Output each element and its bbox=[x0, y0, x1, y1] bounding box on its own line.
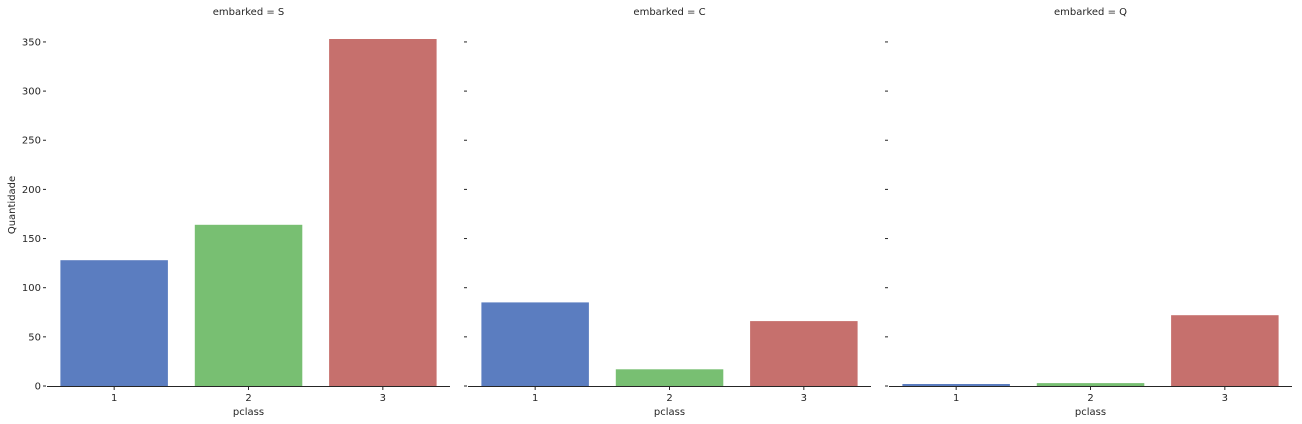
y-tick-label: 50 bbox=[28, 332, 41, 343]
bar-1 bbox=[902, 384, 1010, 386]
bar-3 bbox=[1171, 315, 1279, 386]
x-tick-label: 2 bbox=[666, 393, 672, 404]
x-axis-label: pclass bbox=[233, 407, 264, 418]
x-tick-label: 1 bbox=[953, 393, 959, 404]
x-tick-label: 1 bbox=[111, 393, 117, 404]
bar-2 bbox=[194, 224, 303, 386]
x-tick-label: 3 bbox=[801, 393, 807, 404]
bar-3 bbox=[750, 321, 858, 386]
y-tick-label: 300 bbox=[22, 87, 41, 98]
bar-1 bbox=[60, 260, 168, 386]
facet-1: embarked = S 1 2 3 pclass 0 50 100 150 200 250 300 3… bbox=[22, 7, 450, 418]
x-tick-label: 3 bbox=[1222, 393, 1228, 404]
facet-3: embarked = Q 1 2 3 pclass bbox=[885, 7, 1292, 418]
bar-1 bbox=[481, 302, 589, 386]
bar-2 bbox=[615, 369, 724, 386]
x-tick-label: 2 bbox=[1087, 393, 1093, 404]
y-tick-label: 0 bbox=[35, 382, 41, 393]
y-tick-label: 200 bbox=[22, 185, 41, 196]
y-tick-label: 100 bbox=[22, 283, 41, 294]
facet-title: embarked = Q bbox=[1054, 7, 1127, 18]
facet-2: embarked = C 1 2 3 pclass bbox=[464, 7, 871, 418]
y-tick-label: 350 bbox=[22, 37, 41, 48]
x-tick-label: 3 bbox=[380, 393, 386, 404]
x-tick-label: 2 bbox=[245, 393, 251, 404]
x-axis-label: pclass bbox=[654, 407, 685, 418]
bar-3 bbox=[329, 39, 437, 386]
facet-title: embarked = C bbox=[633, 7, 705, 18]
x-axis-label: pclass bbox=[1075, 407, 1106, 418]
y-tick-label: 250 bbox=[22, 136, 41, 147]
y-tick-label: 150 bbox=[22, 234, 41, 245]
bar-2 bbox=[1036, 383, 1145, 386]
facet-title: embarked = S bbox=[213, 7, 285, 18]
facets: embarked = S 1 2 3 pclass 0 50 100 150 200 250 300 3… bbox=[22, 7, 1292, 418]
x-tick-label: 1 bbox=[532, 393, 538, 404]
y-axis-label: Quantidade bbox=[7, 176, 18, 234]
